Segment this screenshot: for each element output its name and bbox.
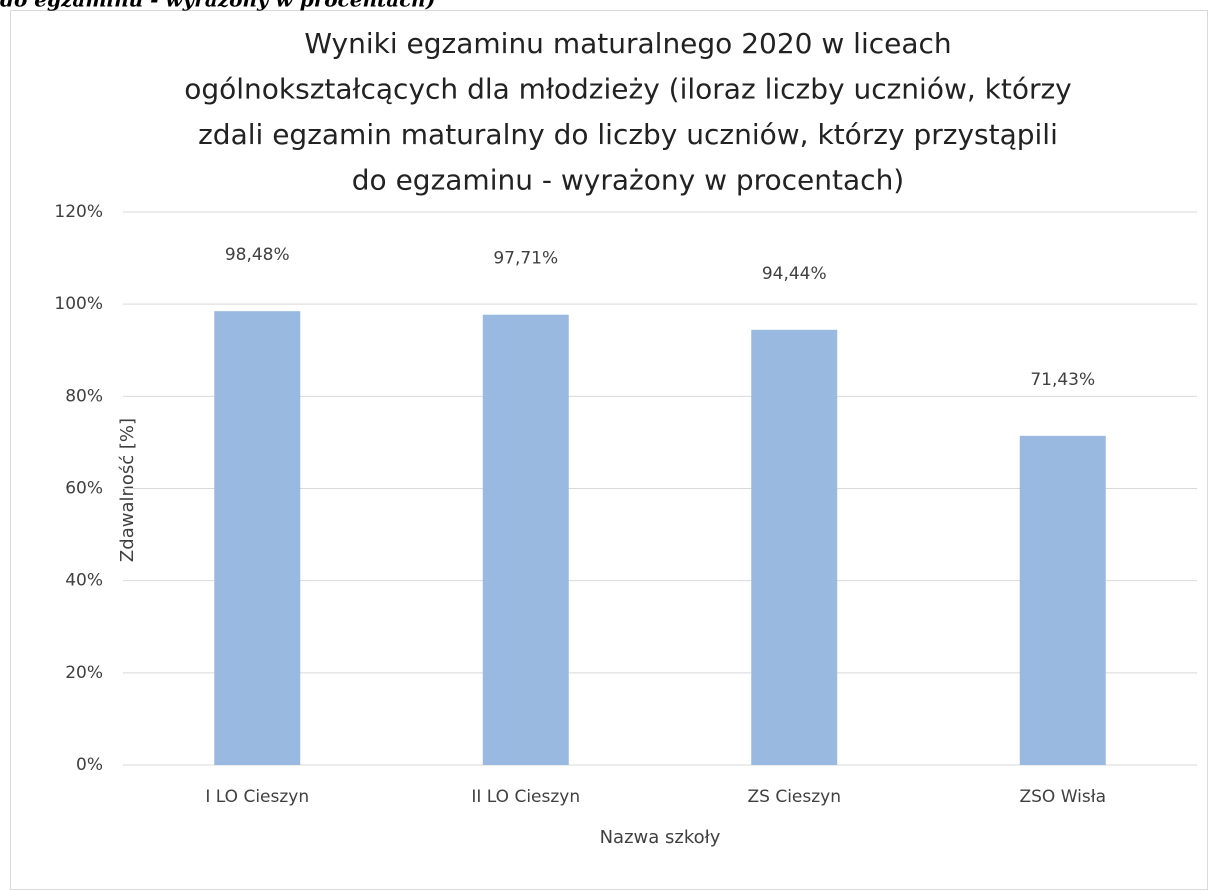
chart-title: zdali egzamin maturalny do liczby ucznió… [198, 118, 1058, 151]
x-tick-label: II LO Cieszyn [471, 787, 580, 807]
y-tick-label: 20% [65, 663, 103, 683]
bar [1019, 435, 1106, 765]
chart-title: Wyniki egzaminu maturalnego 2020 w licea… [304, 27, 951, 60]
chart-frame [10, 10, 1208, 890]
x-axis-label: Nazwa szkoły [600, 827, 721, 848]
y-tick-label: 100% [54, 294, 103, 314]
x-tick-label: ZS Cieszyn [747, 787, 841, 807]
bar [214, 311, 301, 765]
caption-bg [0, 0, 560, 10]
chart-title: do egzaminu - wyrażony w procentach) [352, 164, 904, 197]
x-tick-label: ZSO Wisła [1020, 787, 1107, 807]
y-tick-label: 120% [54, 202, 103, 222]
data-label: 94,44% [762, 264, 827, 284]
y-tick-label: 60% [65, 479, 103, 499]
y-tick-label: 80% [65, 386, 103, 406]
bar [482, 314, 569, 765]
data-label: 71,43% [1030, 370, 1095, 390]
caption: do egzaminu - wyrażony w procentach) [0, 0, 435, 12]
bar [751, 329, 838, 765]
data-label: 98,48% [225, 245, 290, 265]
y-tick-label: 40% [65, 571, 103, 591]
x-tick-label: I LO Cieszyn [205, 787, 309, 807]
y-axis-label: Zdawalność [%] [117, 418, 138, 562]
y-tick-label: 0% [76, 755, 103, 775]
chart-title: ogólnokształcących dla młodzieży (iloraz… [184, 73, 1072, 106]
data-label: 97,71% [493, 249, 558, 269]
